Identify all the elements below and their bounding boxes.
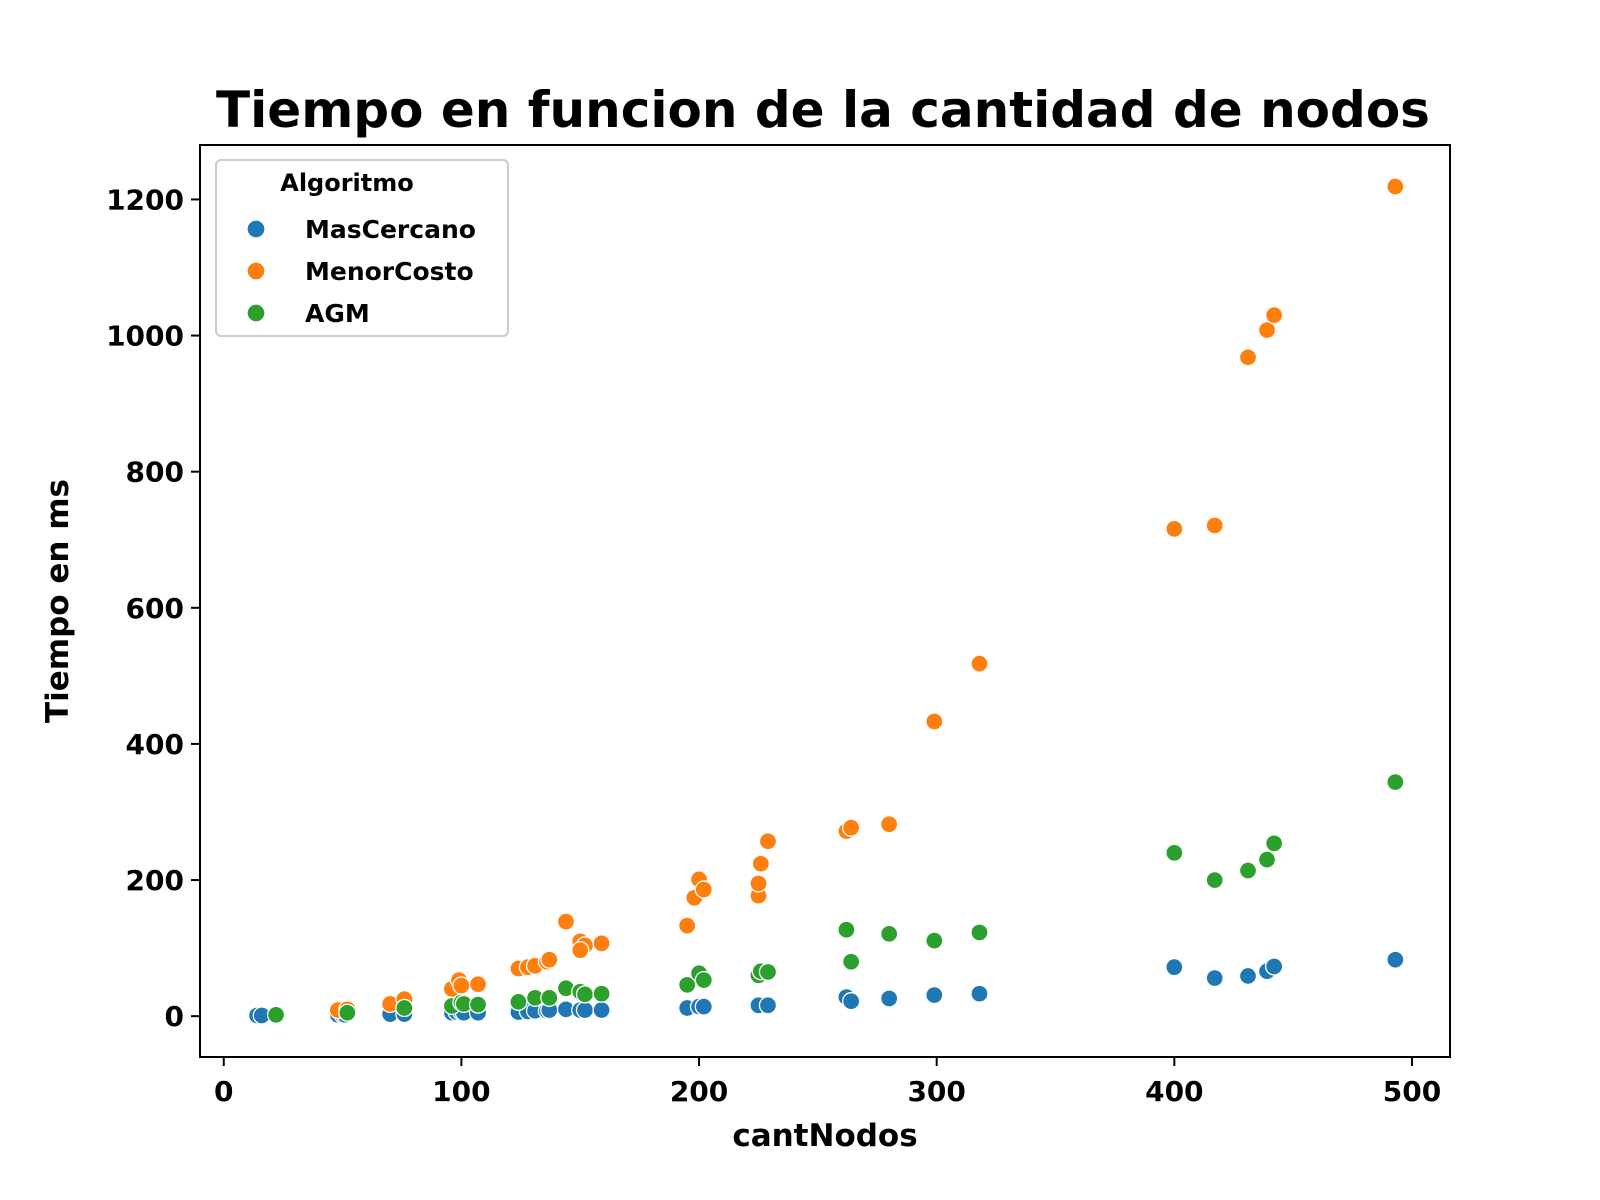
point-menorcosto: [678, 916, 697, 935]
chart-title: Tiempo en funcion de la cantidad de nodo…: [216, 81, 1430, 139]
point-agm: [841, 952, 861, 971]
point-agm: [880, 924, 899, 943]
point-menorcosto: [1165, 519, 1184, 539]
point-agm: [1205, 870, 1224, 890]
x-axis: 0 100 200 300 400 500: [214, 1057, 1441, 1108]
point-agm: [266, 1005, 286, 1024]
point-menorcosto: [1386, 177, 1405, 196]
point-agm: [575, 985, 595, 1004]
point-mascercano: [925, 985, 944, 1005]
point-mascercano: [694, 997, 713, 1016]
series-agm: [266, 772, 1405, 1024]
legend-label-agm: AGM: [305, 299, 370, 328]
point-agm: [694, 970, 713, 990]
point-mascercano: [758, 996, 778, 1015]
point-mascercano: [575, 1000, 595, 1020]
y-tick-label: 1000: [106, 320, 184, 353]
y-tick-label: 400: [126, 728, 184, 761]
x-tick-label: 200: [670, 1075, 728, 1108]
point-menorcosto: [749, 874, 768, 893]
point-menorcosto: [970, 654, 989, 673]
y-tick-label: 800: [126, 456, 184, 489]
point-agm: [1257, 850, 1277, 869]
x-axis-label: cantNodos: [732, 1118, 917, 1154]
x-tick-label: 400: [1145, 1075, 1203, 1108]
point-agm: [1165, 843, 1184, 862]
legend-label-menorcosto: MenorCosto: [305, 257, 474, 286]
point-mascercano: [1238, 966, 1258, 986]
series-menorcosto: [328, 177, 1405, 1020]
y-axis: 0 200 400 600 800 1000 1200: [106, 183, 200, 1033]
point-menorcosto: [1205, 516, 1224, 535]
point-mascercano: [1205, 968, 1224, 988]
x-tick-label: 100: [432, 1075, 490, 1108]
point-agm: [925, 931, 944, 950]
point-agm: [970, 923, 989, 942]
point-agm: [338, 1003, 357, 1022]
point-mascercano: [970, 984, 989, 1003]
point-agm: [540, 988, 559, 1007]
point-menorcosto: [880, 815, 899, 834]
y-tick-label: 0: [165, 1000, 184, 1033]
x-tick-label: 500: [1383, 1075, 1441, 1108]
legend-label-mascercano: MasCercano: [305, 215, 476, 244]
point-mascercano: [1165, 958, 1184, 977]
point-menorcosto: [758, 832, 778, 851]
point-agm: [678, 975, 697, 995]
point-mascercano: [880, 989, 899, 1008]
point-menorcosto: [1257, 320, 1277, 340]
legend-frame: [215, 159, 509, 337]
y-tick-label: 600: [126, 592, 184, 625]
point-menorcosto: [571, 940, 590, 960]
point-mascercano: [841, 992, 861, 1011]
point-agm: [1386, 772, 1405, 792]
point-agm: [395, 998, 414, 1018]
point-menorcosto: [540, 950, 559, 969]
data-points: [247, 177, 1405, 1025]
legend-marker-menorcosto: [246, 261, 266, 281]
point-agm: [1264, 834, 1284, 853]
point-mascercano: [1386, 950, 1405, 969]
x-tick-label: 0: [214, 1075, 233, 1108]
legend-marker-agm: [246, 303, 266, 323]
legend: Algoritmo MasCercano MenorCosto AGM: [215, 159, 509, 337]
point-menorcosto: [1238, 348, 1258, 367]
point-menorcosto: [841, 818, 861, 837]
y-tick-label: 200: [126, 864, 184, 897]
point-menorcosto: [468, 975, 488, 994]
point-agm: [837, 920, 856, 939]
legend-title: Algoritmo: [280, 169, 414, 197]
point-agm: [1238, 861, 1258, 880]
point-agm: [758, 962, 778, 982]
point-mascercano: [1264, 957, 1284, 976]
point-menorcosto: [556, 912, 576, 931]
point-menorcosto: [592, 934, 611, 953]
point-agm: [509, 992, 528, 1012]
point-agm: [592, 984, 611, 1003]
point-agm: [468, 995, 488, 1014]
x-tick-label: 300: [907, 1075, 965, 1108]
point-menorcosto: [751, 854, 770, 873]
point-menorcosto: [694, 880, 713, 899]
point-menorcosto: [925, 712, 944, 731]
legend-marker-mascercano: [246, 219, 266, 239]
plot-area-frame: [199, 144, 1451, 1058]
point-mascercano: [592, 1000, 611, 1020]
point-menorcosto: [452, 976, 471, 995]
y-tick-label: 1200: [106, 183, 184, 216]
point-menorcosto: [1264, 305, 1284, 325]
y-axis-label: Tiempo en ms: [40, 479, 76, 723]
